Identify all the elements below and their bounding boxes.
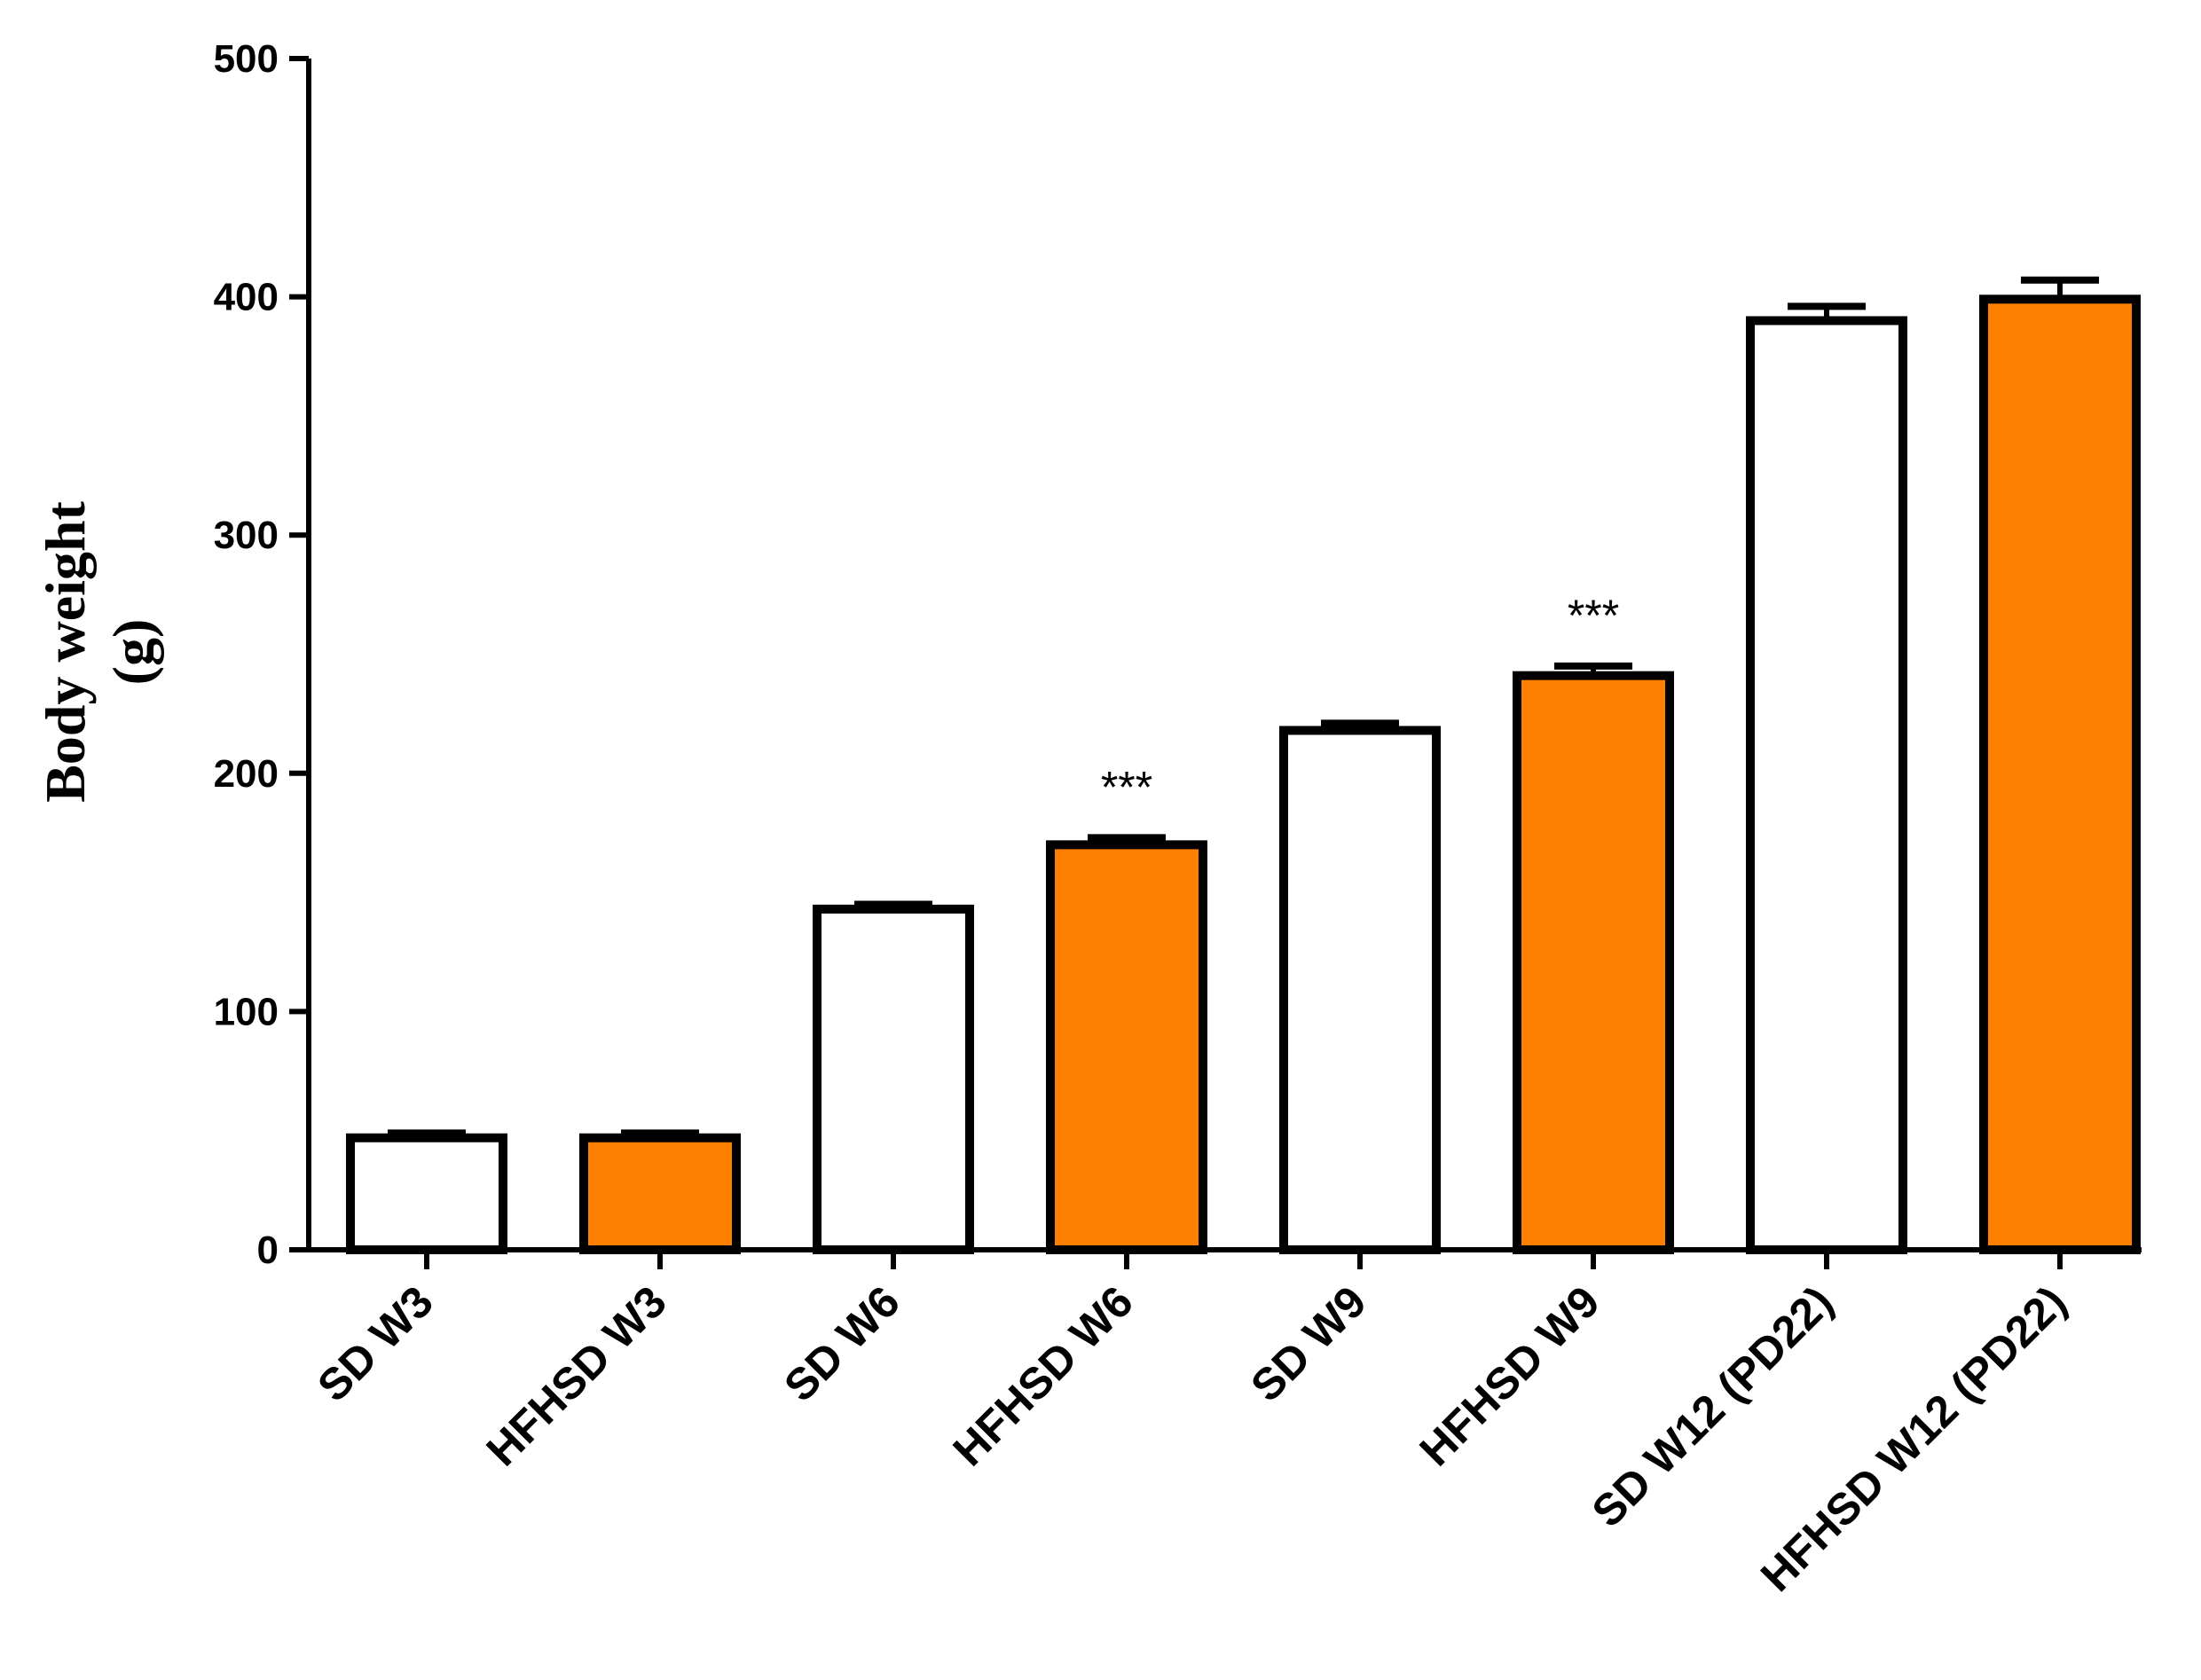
bar-6 [1746,316,1907,1255]
y-axis-label-line-2: (g) [101,619,164,686]
x-tick-label-4: SD W9 [1241,1276,1376,1411]
y-tick-label-1: 100 [214,990,279,1033]
y-tick-label-2: 200 [214,752,279,796]
x-tick-label-0: SD W3 [308,1276,443,1411]
x-tick-label-6: SD W12 (PD22) [1583,1276,1843,1536]
y-axis-label-line-1: Body weight [34,501,97,803]
y-axis-label: Body weight (g) [34,501,164,803]
y-tick-label-4: 400 [214,276,279,319]
bar-7 [1979,294,2141,1254]
x-tick-label-1: HFHSD W3 [477,1276,676,1475]
x-tick-label-5: HFHSD W9 [1411,1276,1609,1475]
significance-label-5: *** [1568,591,1619,640]
bar-5 [1513,671,1674,1254]
y-tick-label-0: 0 [257,1229,279,1272]
x-tick-label-2: SD W6 [774,1276,909,1411]
bar-2 [813,904,974,1254]
bar-1 [579,1133,741,1255]
y-tick-label-3: 300 [214,514,279,557]
y-tick-label-5: 500 [214,37,279,81]
bar-0 [346,1133,507,1255]
x-tick-label-3: HFHSD W6 [944,1276,1143,1475]
significance-label-3: *** [1101,762,1152,812]
bar-3 [1046,840,1207,1254]
bar-4 [1279,726,1441,1254]
